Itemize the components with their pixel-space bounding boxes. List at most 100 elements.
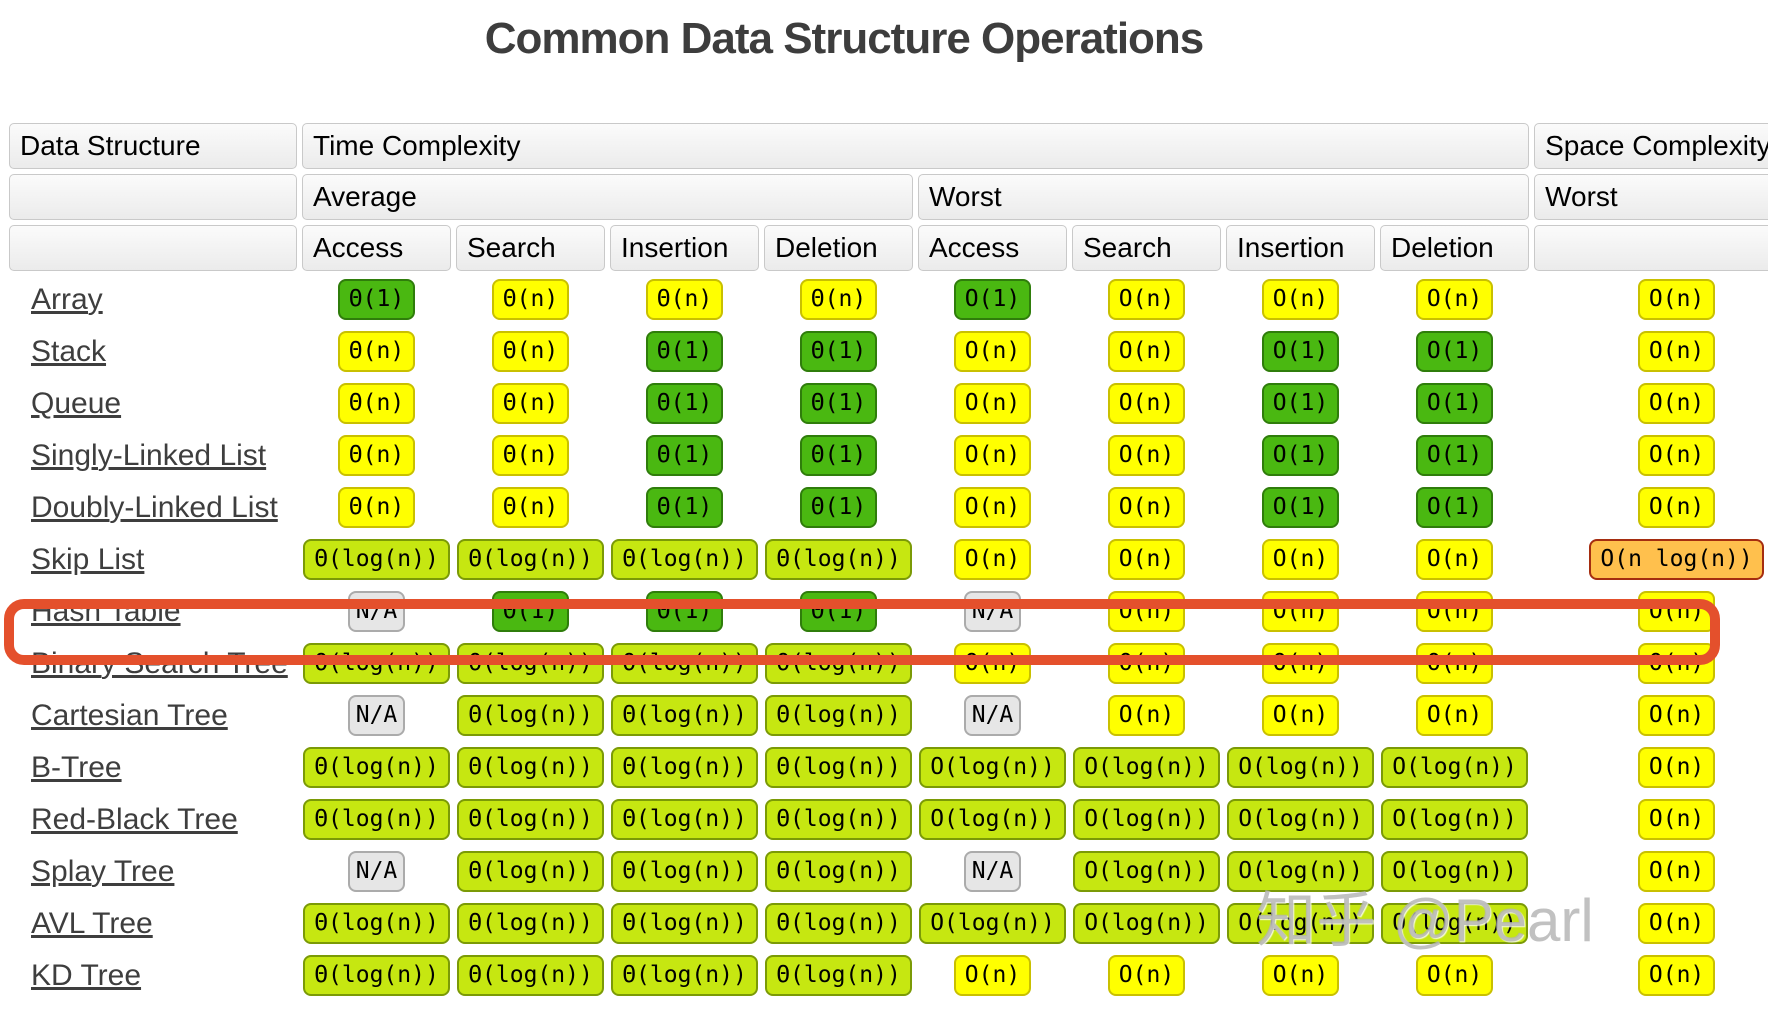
complexity-badge: O(n) [1107, 383, 1186, 424]
complexity-cell: Θ(1) [764, 380, 913, 427]
table-row: Doubly-Linked List Θ(n) Θ(n) Θ(1) Θ(1) O(n) O(… [9, 484, 1768, 531]
complexity-cell: Θ(log(n)) [302, 952, 451, 999]
complexity-cell: O(n) [918, 328, 1067, 375]
complexity-cell: Θ(log(n)) [764, 692, 913, 739]
row-label: B-Tree [9, 744, 297, 791]
complexity-badge: O(n) [1107, 643, 1186, 684]
complexity-badge: Θ(n) [337, 435, 416, 476]
complexity-badge: O(n) [1261, 279, 1340, 320]
complexity-badge: Θ(log(n)) [457, 747, 604, 788]
complexity-cell: O(log(n)) [1072, 744, 1221, 791]
complexity-badge: Θ(log(n)) [765, 695, 912, 736]
complexity-badge: O(n) [953, 435, 1032, 476]
complexity-badge: Θ(log(n)) [611, 539, 758, 580]
complexity-cell: Θ(1) [764, 328, 913, 375]
row-label: Splay Tree [9, 848, 297, 895]
complexity-cell: O(log(n)) [1380, 744, 1529, 791]
complexity-cell: Θ(log(n)) [302, 744, 451, 791]
complexity-cell: O(n) [1380, 588, 1529, 635]
table-row: Cartesian Tree N/A Θ(log(n)) Θ(log(n)) Θ(log… [9, 692, 1768, 739]
row-label: Red-Black Tree [9, 796, 297, 843]
row-label: AVL Tree [9, 900, 297, 947]
complexity-badge: O(log(n)) [1073, 747, 1220, 788]
header-space-complexity: Space Complexity [1534, 123, 1768, 169]
complexity-badge: N/A [963, 591, 1022, 632]
data-structure-link[interactable]: Skip List [31, 542, 145, 576]
data-structure-link[interactable]: AVL Tree [31, 906, 153, 940]
data-structure-link[interactable]: B-Tree [31, 750, 122, 784]
complexity-cell: Θ(1) [764, 484, 913, 531]
complexity-cell: Θ(1) [610, 432, 759, 479]
complexity-cell: O(n) [1226, 276, 1375, 323]
data-structure-link[interactable]: Singly-Linked List [31, 438, 267, 472]
complexity-badge: O(n) [1261, 695, 1340, 736]
data-structure-link[interactable]: Red-Black Tree [31, 802, 238, 836]
complexity-badge: Θ(n) [491, 279, 570, 320]
space-complexity-cell: O(n) [1534, 380, 1768, 427]
complexity-badge: Θ(1) [645, 383, 724, 424]
complexity-cell: Θ(log(n)) [456, 900, 605, 947]
complexity-badge: O(n log(n)) [1589, 539, 1764, 580]
complexity-cell: O(n) [1226, 536, 1375, 583]
page-title: Common Data Structure Operations [484, 14, 1205, 63]
complexity-cell: Θ(log(n)) [456, 848, 605, 895]
complexity-badge: Θ(n) [491, 383, 570, 424]
complexity-badge: O(n) [1107, 695, 1186, 736]
complexity-badge: Θ(n) [337, 331, 416, 372]
space-complexity-cell: O(n) [1534, 276, 1768, 323]
data-structure-link[interactable]: Binary Search Tree [31, 646, 288, 680]
complexity-cell: Θ(log(n)) [764, 952, 913, 999]
data-structure-link[interactable]: Hash Table [31, 594, 181, 628]
complexity-badge: Θ(n) [645, 279, 724, 320]
complexity-cell: Θ(1) [764, 588, 913, 635]
data-structure-link[interactable]: Doubly-Linked List [31, 490, 278, 524]
data-structure-link[interactable]: Queue [31, 386, 122, 420]
data-structure-link[interactable]: KD Tree [31, 958, 142, 992]
complexity-badge: Θ(n) [337, 383, 416, 424]
complexity-cell: O(1) [1226, 484, 1375, 531]
complexity-badge: Θ(log(n)) [457, 851, 604, 892]
complexity-cell: O(n) [1072, 952, 1221, 999]
header-avg-insertion: Insertion [610, 225, 759, 271]
complexity-cell: N/A [918, 588, 1067, 635]
data-structure-link[interactable]: Array [31, 282, 103, 316]
complexity-badge: Θ(log(n)) [611, 695, 758, 736]
complexity-badge: Θ(1) [645, 331, 724, 372]
header-worst-access: Access [918, 225, 1067, 271]
complexity-badge: O(n) [953, 487, 1032, 528]
complexity-cell: O(log(n)) [1226, 744, 1375, 791]
complexity-badge: Θ(1) [799, 331, 878, 372]
complexity-badge: Θ(log(n)) [303, 539, 450, 580]
complexity-cell: Θ(log(n)) [456, 744, 605, 791]
complexity-cell: O(n) [1072, 692, 1221, 739]
complexity-badge: O(n) [1637, 487, 1716, 528]
space-complexity-cell: O(n) [1534, 328, 1768, 375]
complexity-badge: Θ(log(n)) [303, 955, 450, 996]
space-complexity-cell: O(n) [1534, 744, 1768, 791]
complexity-badge: O(1) [1415, 331, 1494, 372]
space-complexity-cell: O(n) [1534, 588, 1768, 635]
data-structure-link[interactable]: Stack [31, 334, 107, 368]
complexity-badge: O(n) [1261, 539, 1340, 580]
table-row: Red-Black Tree Θ(log(n)) Θ(log(n)) Θ(log(n)… [9, 796, 1768, 843]
complexity-badge: Θ(log(n)) [611, 955, 758, 996]
complexity-cell: Θ(log(n)) [764, 900, 913, 947]
data-structure-link[interactable]: Splay Tree [31, 854, 175, 888]
complexity-badge: O(n) [1637, 591, 1716, 632]
complexity-badge: Θ(log(n)) [611, 643, 758, 684]
space-complexity-cell: O(n) [1534, 640, 1768, 687]
complexity-badge: O(n) [1637, 955, 1716, 996]
data-structure-link[interactable]: Cartesian Tree [31, 698, 228, 732]
complexity-badge: O(log(n)) [1381, 747, 1528, 788]
row-label: KD Tree [9, 952, 297, 999]
table-row: Singly-Linked List Θ(n) Θ(n) Θ(1) Θ(1) O(n) O(… [9, 432, 1768, 479]
complexity-badge: O(n) [953, 383, 1032, 424]
row-label: Doubly-Linked List [9, 484, 297, 531]
complexity-cell: Θ(n) [302, 328, 451, 375]
complexity-cell: Θ(n) [302, 432, 451, 479]
complexity-badge: Θ(1) [491, 591, 570, 632]
header-row-groups: Data Structure Time Complexity Space Com… [9, 123, 1768, 169]
complexity-badge: O(log(n)) [919, 747, 1066, 788]
complexity-badge: O(log(n)) [919, 799, 1066, 840]
complexity-cell: Θ(log(n)) [764, 796, 913, 843]
